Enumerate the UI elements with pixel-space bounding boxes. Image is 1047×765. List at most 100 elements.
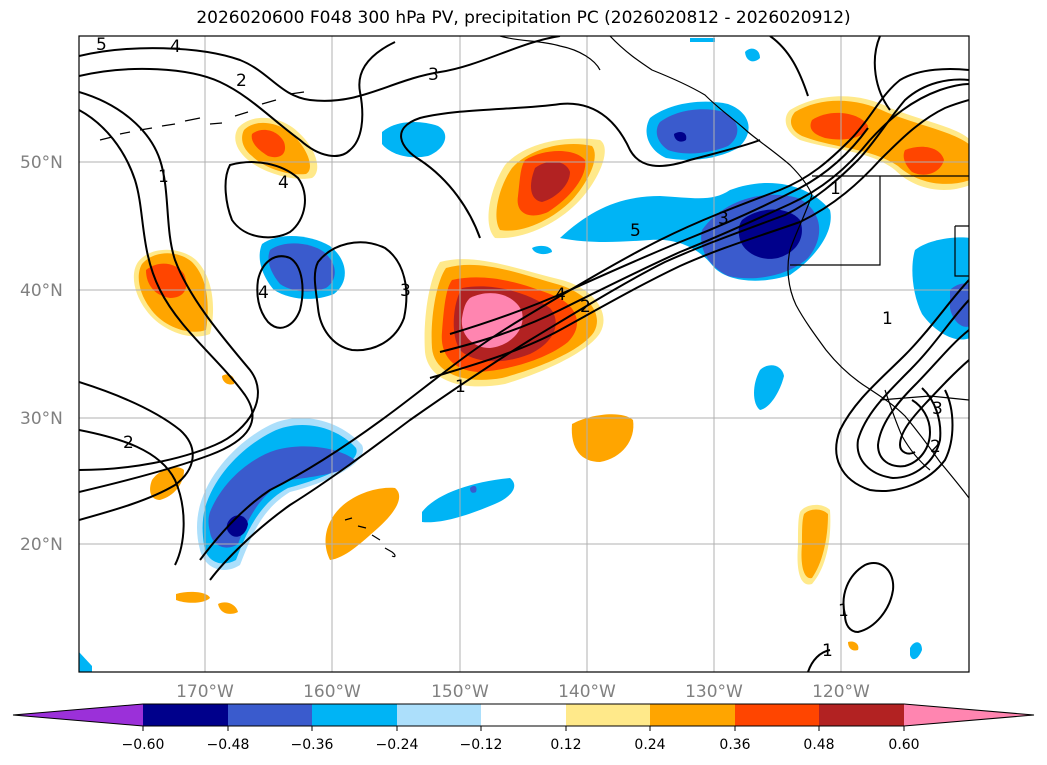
graticule: [79, 36, 969, 672]
colorbar-extend-max: [904, 704, 1034, 726]
state-border: [790, 176, 881, 266]
lon-label: 130°W: [685, 682, 743, 702]
pv-contour: [79, 429, 185, 566]
lat-label: 40°N: [20, 281, 63, 301]
pv-contour: [439, 83, 969, 353]
colorbar-segment: [397, 704, 481, 726]
pv-contour: [842, 562, 895, 634]
precip-negative-region: [532, 245, 552, 255]
pv-contour: [79, 91, 259, 471]
colorbar-tick-label: 0.48: [803, 737, 834, 753]
pv-contour: [769, 36, 809, 97]
precip-positive-region: [848, 641, 859, 651]
lat-label: 50°N: [20, 153, 63, 173]
pv-contours: [79, 36, 969, 672]
contour-label: 4: [170, 37, 181, 57]
pv-contour: [79, 36, 561, 102]
contour-label: 5: [96, 35, 107, 55]
pv-contour: [807, 649, 831, 672]
precip-negative-region: [470, 485, 477, 493]
pv-contour: [876, 329, 969, 468]
precip-positive-region: [325, 487, 400, 560]
colorbar-ticks: [142, 726, 905, 731]
alaska-coast: [499, 36, 601, 71]
contour-label: 1: [158, 167, 169, 187]
aleutian-islands: [99, 91, 305, 141]
precip-negative-region: [738, 209, 802, 259]
pv-contour: [199, 68, 969, 561]
contour-label: 2: [123, 433, 134, 453]
figure-title: 2026020600 F048 300 hPa PV, precipitatio…: [196, 8, 851, 28]
contour-label: 1: [838, 601, 849, 621]
colorbar-segment: [650, 704, 735, 726]
map-frame: [78, 35, 970, 673]
pv-contour-labels: 5 4 2 3 1 4 4 3 5 3 1 4 2 1 2 1 3 2 1 1: [96, 35, 943, 661]
pv-contour: [79, 381, 194, 521]
precip-negative-region: [382, 122, 446, 158]
pv-contour: [79, 41, 396, 157]
colorbar-tick-label: −0.36: [291, 737, 334, 753]
precip-negative-region: [226, 515, 248, 537]
lat-label: 30°N: [20, 409, 63, 429]
contour-label: 4: [258, 283, 269, 303]
colorbar-segment: [735, 704, 819, 726]
pv-contour: [79, 109, 254, 493]
colorbar-tick-label: 0.12: [550, 737, 581, 753]
contour-label: 2: [930, 437, 941, 457]
colorbar-tick-label: −0.12: [460, 737, 503, 753]
colorbar-segment: [312, 704, 397, 726]
north-america-coast: [787, 194, 969, 499]
alaska-coast: [609, 36, 813, 196]
contour-label: 3: [428, 65, 439, 85]
colorbar-tick-label: −0.60: [122, 737, 165, 753]
precip-negative-region: [656, 109, 738, 154]
longitude-labels: 170°W 160°W 150°W 140°W 130°W 120°W: [176, 682, 870, 702]
contour-label: 3: [400, 281, 411, 301]
colorbar-segment: [143, 704, 228, 726]
colorbar-tick-label: 0.24: [634, 737, 665, 753]
contour-label: 4: [278, 173, 289, 193]
contour-label: 1: [455, 377, 466, 397]
precip-positive-region: [150, 467, 184, 500]
precip-positive-region: [251, 129, 286, 158]
state-border: [954, 225, 969, 277]
colorbar-tick-label: −0.48: [207, 737, 250, 753]
pv-contour: [835, 279, 969, 492]
precip-negative-region: [910, 642, 922, 660]
precip-negative-region: [422, 478, 515, 523]
contour-label: 3: [718, 209, 729, 229]
precip-positive-region: [146, 263, 187, 298]
pv-contour: [400, 102, 761, 239]
hawaii-islands: [344, 517, 396, 558]
pv-contour: [224, 161, 306, 239]
precip-positive-region: [530, 161, 570, 202]
contour-label: 5: [630, 221, 641, 241]
lon-label: 170°W: [176, 682, 234, 702]
pv-contour: [429, 99, 969, 379]
colorbar-segment: [228, 704, 312, 726]
contour-label: 1: [830, 179, 841, 199]
colorbar-tick-labels: −0.60 −0.48 −0.36 −0.24 −0.12 0.12 0.24 …: [122, 737, 920, 753]
colorbar-extend-min: [13, 704, 143, 726]
contour-label: 1: [882, 309, 893, 329]
contour-label: 1: [822, 641, 833, 661]
precip-negative-region: [745, 48, 760, 62]
contour-label: 2: [580, 297, 591, 317]
pv-contour: [209, 78, 969, 581]
precip-positive-region: [176, 591, 210, 603]
contour-label: 3: [932, 399, 943, 419]
precip-shading: [79, 38, 969, 672]
colorbar-segment: [566, 704, 650, 726]
lat-label: 20°N: [20, 535, 63, 555]
pv-contour: [449, 127, 869, 335]
lon-label: 120°W: [812, 682, 870, 702]
precip-positive-region: [218, 602, 238, 614]
colorbar-tick-label: 0.60: [888, 737, 919, 753]
pv-contour: [256, 255, 304, 329]
colorbar-segment: [819, 704, 904, 726]
precip-negative-region: [268, 243, 335, 292]
lon-label: 140°W: [558, 682, 616, 702]
colorbar-tick-label: −0.24: [376, 737, 419, 753]
lon-label: 160°W: [303, 682, 361, 702]
